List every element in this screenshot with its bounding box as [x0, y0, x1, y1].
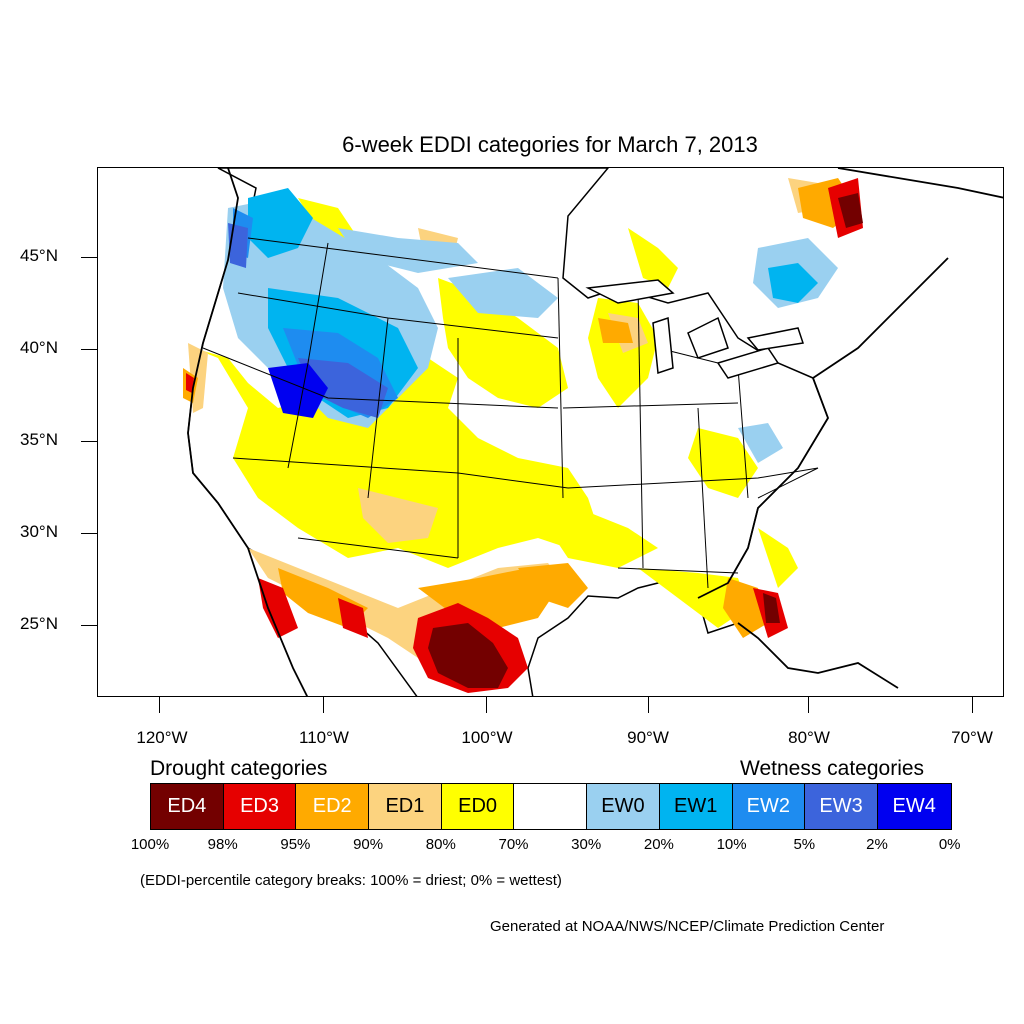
percentile-label: 30%: [571, 836, 602, 853]
drought-heading: Drought categories: [150, 757, 328, 780]
lon-tick: [648, 697, 649, 713]
lon-tick: [972, 697, 973, 713]
lon-tick: [323, 697, 324, 713]
lon-label: 80°W: [788, 728, 830, 747]
percentile-label: 100%: [130, 836, 170, 853]
percentile-label: 80%: [425, 836, 456, 853]
lon-label: 70°W: [951, 728, 993, 747]
lat-label: 35°N: [20, 430, 58, 449]
lat-tick: [81, 349, 97, 350]
lon-label: 90°W: [627, 728, 669, 747]
eddi-map-canvas: [183, 168, 1003, 696]
lon-label: 110°W: [299, 728, 349, 747]
percentile-label: 5%: [793, 836, 816, 853]
legend-category-ed3: ED3: [223, 784, 297, 829]
percentile-label: 0%: [938, 836, 961, 853]
percentile-label: 98%: [207, 836, 238, 853]
category-legend: ED4 ED3 ED2 ED1 ED0 EW0 EW1 EW2 EW3 EW4: [150, 783, 952, 830]
legend-category-neutral: [514, 784, 588, 829]
lat-label: 25°N: [20, 614, 58, 633]
legend-category-ew3: EW3: [805, 784, 878, 829]
legend-category-ed0: ED0: [441, 784, 515, 829]
legend-category-ed4: ED4: [151, 784, 224, 829]
great-lakes: [585, 279, 804, 379]
lon-label: 100°W: [461, 728, 513, 747]
lat-tick: [81, 533, 97, 534]
credit-line: Generated at NOAA/NWS/NCEP/Climate Predi…: [490, 918, 885, 935]
category-note: (EDDI-percentile category breaks: 100% =…: [140, 872, 562, 889]
percentile-label: 10%: [716, 836, 747, 853]
lat-tick: [81, 441, 97, 442]
wetness-heading: Wetness categories: [740, 757, 925, 780]
legend-category-ew0: EW0: [587, 784, 660, 829]
lat-tick: [81, 257, 97, 258]
percentile-label: 90%: [353, 836, 384, 853]
legend-category-ew4: EW4: [877, 784, 951, 829]
lon-tick: [159, 697, 160, 713]
lat-label: 45°N: [20, 246, 58, 265]
percentile-label: 20%: [643, 836, 674, 853]
legend-category-ed2: ED2: [296, 784, 370, 829]
percentile-label: 2%: [866, 836, 888, 853]
legend-category-ew1: EW1: [659, 784, 733, 829]
lat-tick: [81, 625, 97, 626]
percentile-label: 70%: [498, 836, 529, 853]
eddi-map: [97, 167, 1004, 697]
percentile-label: 95%: [280, 836, 311, 853]
coastline: [187, 168, 1003, 696]
lon-tick: [808, 697, 809, 713]
ed4-areas: [428, 193, 863, 688]
lon-label: 120°W: [136, 728, 188, 747]
ew4-areas: [268, 363, 328, 418]
legend-category-ew2: EW2: [732, 784, 806, 829]
legend-category-ed1: ED1: [369, 784, 442, 829]
lat-label: 30°N: [20, 522, 58, 541]
state-boundaries: [202, 237, 819, 589]
ed2-areas: [183, 178, 858, 638]
lat-label: 40°N: [20, 338, 58, 357]
map-title: 6-week EDDI categories for March 7, 2013: [342, 132, 758, 157]
lon-tick: [486, 697, 487, 713]
